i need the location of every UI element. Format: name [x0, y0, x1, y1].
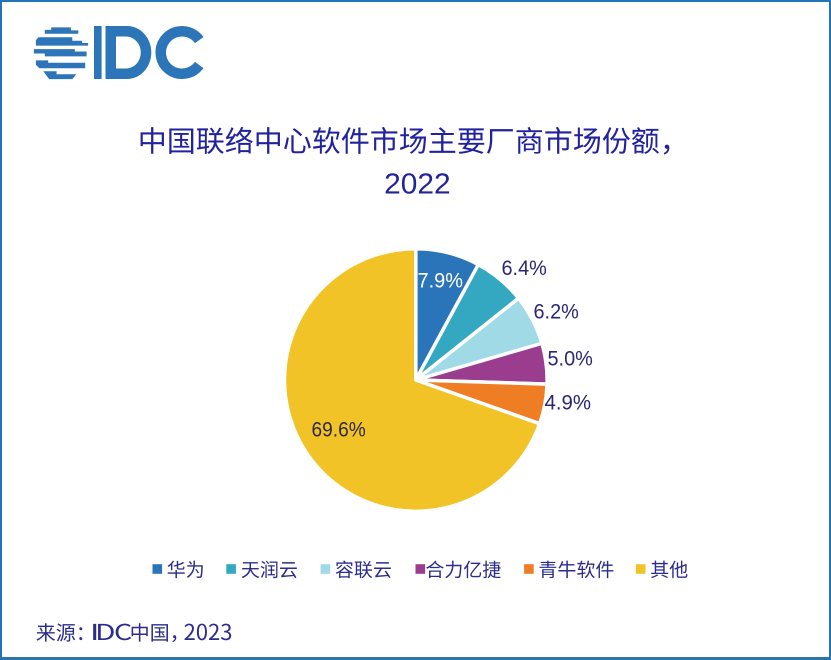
svg-text:6.4%: 6.4% — [502, 257, 547, 280]
svg-text:4.9%: 4.9% — [545, 392, 592, 415]
svg-text:7.9%: 7.9% — [418, 269, 464, 292]
svg-text:5.0%: 5.0% — [548, 348, 593, 371]
svg-text:6.2%: 6.2% — [534, 301, 579, 324]
svg-text:69.6%: 69.6% — [312, 418, 366, 441]
svg-text:2022: 2022 — [384, 168, 451, 200]
